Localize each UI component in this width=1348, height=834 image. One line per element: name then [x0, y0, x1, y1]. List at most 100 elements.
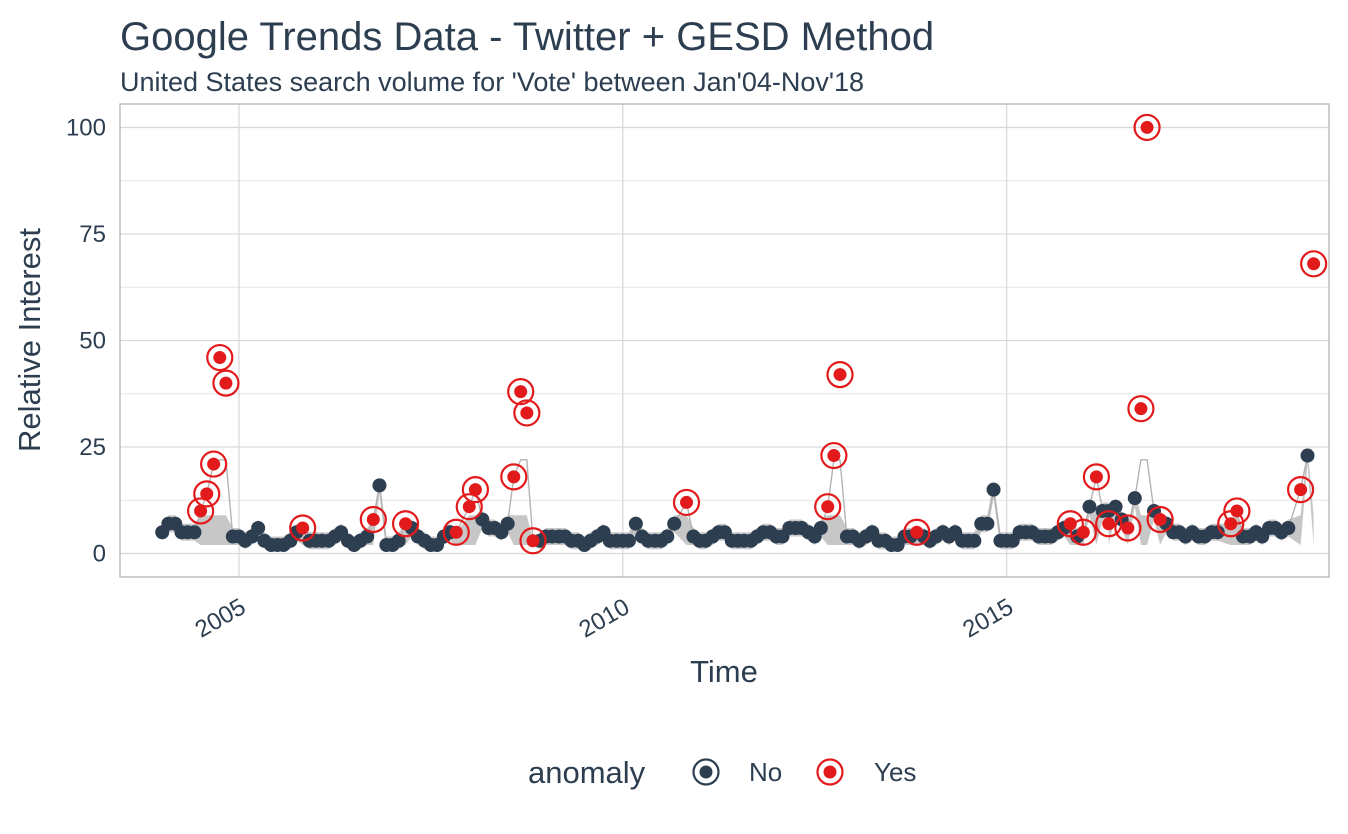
- anomaly-ring: [513, 399, 541, 427]
- anomaly-ring: [206, 343, 234, 372]
- data-point-anomaly: [1230, 504, 1244, 518]
- anomaly-ring: [1133, 113, 1161, 142]
- anomaly-ring: [461, 476, 490, 504]
- anomaly-ring: [507, 378, 535, 406]
- data-point-anomaly: [1121, 521, 1135, 535]
- legend: anomaly No Yes: [528, 755, 916, 790]
- data-point: [372, 478, 387, 493]
- legend-title: anomaly: [528, 755, 646, 790]
- data-point-anomaly: [520, 406, 534, 420]
- data-point-anomaly: [296, 521, 310, 535]
- data-point-anomaly: [194, 504, 208, 518]
- data-point: [1300, 448, 1315, 463]
- anomaly-ring: [1146, 505, 1174, 534]
- data-point-anomaly: [833, 368, 847, 382]
- data-point: [621, 533, 636, 548]
- y-tick-label: 75: [79, 221, 106, 248]
- anomaly-ring: [1069, 518, 1097, 546]
- data-point: [187, 525, 202, 540]
- anomaly-ring: [903, 518, 931, 546]
- x-tick-label: 2010: [574, 593, 634, 643]
- data-point-anomaly: [219, 376, 233, 390]
- x-tick-label: 2015: [958, 593, 1018, 643]
- data-point: [1281, 520, 1296, 535]
- anomaly-ring: [1082, 463, 1111, 491]
- y-tick-label: 25: [79, 434, 106, 461]
- anomaly-ring: [289, 514, 317, 542]
- data-point: [660, 529, 675, 544]
- data-point-anomaly: [1140, 120, 1154, 134]
- anomaly-ring: [359, 505, 387, 534]
- data-point-anomaly: [449, 525, 463, 539]
- anomaly-ring: [187, 497, 215, 525]
- anomaly-ring: [1056, 510, 1084, 538]
- anomaly-ring: [500, 463, 528, 491]
- anomaly-ring: [826, 360, 854, 389]
- data-point-anomaly: [1134, 402, 1148, 416]
- data-point: [980, 516, 995, 531]
- anomaly-ring: [391, 510, 420, 538]
- data-point-anomaly: [507, 470, 521, 484]
- data-point: [813, 520, 828, 535]
- data-point-anomaly: [526, 534, 540, 548]
- data-point: [500, 516, 515, 531]
- anomaly-ring: [442, 518, 470, 546]
- data-point-anomaly: [1307, 257, 1321, 271]
- data-point-anomaly: [462, 500, 476, 514]
- anomaly-ring: [200, 450, 228, 478]
- x-tick-label: 2005: [191, 593, 251, 643]
- data-point-anomaly: [213, 351, 227, 365]
- chart-title: Google Trends Data - Twitter + GESD Meth…: [120, 15, 934, 59]
- chart-subtitle: United States search volume for 'Vote' b…: [120, 67, 864, 97]
- legend-key-no: [692, 758, 720, 786]
- data-point-anomaly: [207, 457, 221, 471]
- data-point-anomaly: [910, 525, 924, 539]
- anomaly-ring: [1114, 514, 1142, 542]
- data-point: [628, 516, 643, 531]
- anomaly-ring: [1095, 510, 1123, 538]
- legend-label-yes: Yes: [874, 757, 916, 787]
- data-point-anomaly: [200, 487, 214, 501]
- data-point-anomaly: [1063, 517, 1077, 531]
- y-tick-label: 50: [79, 328, 106, 355]
- anomaly-ring: [1127, 395, 1155, 423]
- data-point-anomaly: [399, 517, 413, 531]
- data-point: [986, 482, 1001, 497]
- grid: [120, 104, 1329, 577]
- data-point-anomaly: [1153, 512, 1167, 526]
- data-point: [1127, 491, 1142, 506]
- y-tick-label: 0: [93, 541, 106, 568]
- data-point-anomaly: [1076, 525, 1090, 539]
- data-point-anomaly: [1089, 470, 1103, 484]
- anomaly-ring: [1286, 476, 1315, 504]
- x-axis-ticks: 2005 2010 2015: [191, 593, 1018, 643]
- data-point-anomaly: [468, 483, 482, 497]
- data-point: [1108, 499, 1123, 514]
- anomaly-ring: [212, 369, 240, 397]
- data-point-anomaly: [1294, 483, 1308, 497]
- data-point-anomaly: [680, 495, 694, 509]
- anomaly-ring: [455, 493, 483, 521]
- data-point-anomaly: [827, 449, 841, 463]
- data-point: [251, 520, 266, 535]
- anomaly-ring: [1223, 497, 1251, 525]
- anomaly-ring: [672, 488, 701, 517]
- legend-key-yes: [816, 758, 844, 786]
- data-point-anomaly: [514, 385, 528, 399]
- anomaly-ring: [519, 527, 547, 555]
- y-axis-label: Relative Interest: [12, 228, 47, 452]
- plot-panel-border: [119, 103, 1330, 578]
- data-point: [360, 529, 375, 544]
- x-axis-label: Time: [690, 654, 758, 689]
- anomaly-ring: [193, 480, 221, 508]
- data-points: [155, 113, 1328, 555]
- data-point: [391, 533, 406, 548]
- anomaly-ring: [820, 441, 848, 470]
- data-point: [967, 533, 982, 548]
- y-axis-ticks: 0 25 50 75 100: [66, 114, 106, 567]
- legend-label-no: No: [749, 757, 782, 787]
- data-point-anomaly: [366, 512, 380, 526]
- y-tick-label: 100: [66, 114, 106, 141]
- anomaly-ring: [1300, 250, 1328, 278]
